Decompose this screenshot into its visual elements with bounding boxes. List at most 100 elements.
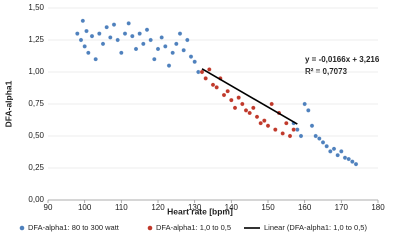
point: [188, 54, 194, 59]
point: [273, 127, 278, 132]
point: [177, 31, 183, 36]
x-axis-label: Heart rate [bpm]: [167, 206, 233, 216]
point: [122, 31, 128, 36]
point: [199, 69, 205, 75]
y-axis-label: DFA-alpha1: [3, 80, 13, 127]
equation: y = -0,0166x + 3,216: [305, 55, 380, 64]
point: [221, 92, 227, 98]
point: [240, 101, 245, 107]
r-squared: R² = 0,7073: [305, 67, 348, 76]
point: [148, 37, 153, 43]
point: [335, 152, 340, 158]
point: [229, 97, 234, 103]
point: [284, 120, 289, 126]
point: [247, 110, 252, 116]
point: [309, 123, 315, 129]
point: [159, 35, 164, 40]
x-tick-label: 170: [335, 203, 349, 212]
point: [152, 56, 157, 62]
point: [328, 149, 333, 154]
point: [78, 37, 84, 43]
point: [302, 101, 307, 107]
point: [104, 24, 109, 30]
x-tick-label: 140: [225, 203, 239, 212]
point: [291, 127, 296, 132]
point: [163, 44, 168, 49]
point: [320, 140, 326, 145]
point: [108, 35, 113, 40]
point: [82, 44, 87, 49]
x-tick-label: 160: [298, 203, 312, 212]
point: [353, 161, 359, 167]
point: [346, 156, 351, 162]
point: [207, 67, 212, 72]
legend-swatch: [19, 225, 25, 231]
point: [210, 82, 216, 88]
point: [192, 59, 197, 65]
point: [185, 37, 190, 43]
point: [133, 46, 139, 52]
y-tick-label: 0,75: [28, 99, 44, 108]
point: [97, 31, 102, 36]
point: [155, 46, 161, 52]
point: [262, 118, 267, 123]
point: [254, 114, 260, 120]
point: [93, 56, 98, 62]
point: [166, 63, 172, 68]
point: [287, 133, 293, 139]
x-tick-label: 120: [151, 203, 165, 212]
point: [313, 133, 318, 139]
point: [214, 85, 219, 90]
y-tick-label: 0,25: [28, 163, 44, 172]
point: [86, 50, 91, 56]
point: [232, 105, 238, 111]
point: [100, 41, 106, 47]
point: [269, 101, 274, 107]
point: [280, 131, 285, 136]
point: [137, 31, 142, 36]
point: [84, 28, 89, 34]
point: [258, 120, 263, 126]
point: [203, 76, 208, 81]
x-tick-label: 130: [188, 203, 202, 212]
y-tick-label: 1,50: [28, 3, 44, 12]
y-tick-label: 0,00: [28, 195, 44, 204]
point: [265, 123, 271, 129]
point: [181, 47, 186, 53]
y-tick-label: 0,50: [28, 131, 44, 140]
point: [170, 50, 175, 56]
legend-label: DFA-alpha1: 1,0 to 0,5: [156, 223, 231, 232]
y-tick-label: 1,00: [28, 67, 44, 76]
point: [115, 37, 120, 43]
x-tick-label: 100: [78, 203, 92, 212]
legend-label: Linear (DFA-alpha1: 1,0 to 0,5): [264, 223, 367, 232]
point: [306, 108, 311, 113]
point: [130, 33, 135, 39]
point: [243, 108, 249, 113]
point: [251, 105, 256, 111]
point: [80, 18, 86, 24]
x-tick-label: 180: [371, 203, 385, 212]
point: [236, 95, 241, 100]
x-tick-label: 150: [261, 203, 275, 212]
point: [298, 133, 304, 139]
point: [141, 41, 146, 47]
x-tick-label: 110: [115, 203, 128, 212]
point: [174, 41, 179, 47]
point: [89, 33, 95, 39]
point: [324, 143, 329, 149]
legend-swatch: [147, 225, 153, 231]
point: [75, 31, 80, 36]
point: [331, 146, 337, 152]
x-tick-label: 90: [44, 203, 53, 212]
legend-label: DFA-alpha1: 80 to 300 watt: [28, 223, 120, 232]
point: [317, 136, 322, 141]
y-tick-label: 1,25: [28, 35, 44, 44]
point: [350, 159, 355, 164]
trend-line: [201, 68, 298, 125]
point: [111, 22, 117, 27]
point: [144, 27, 150, 33]
point: [225, 88, 230, 94]
